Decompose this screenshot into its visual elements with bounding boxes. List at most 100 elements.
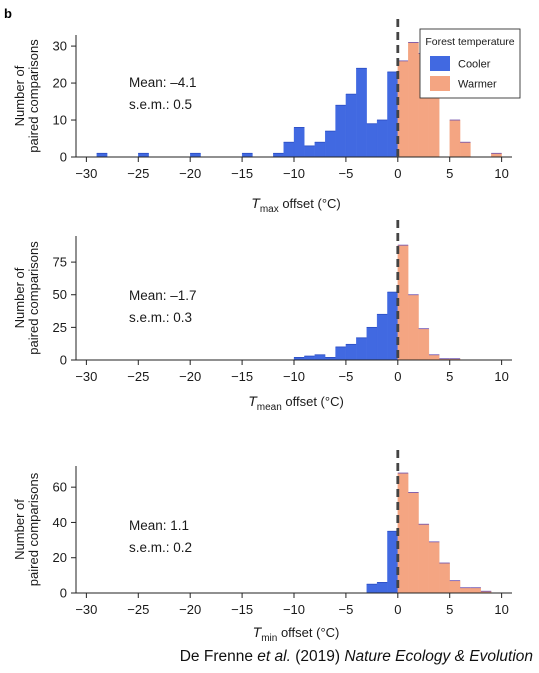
panels-group: 0 10 20 30 −30 −25 −20 −15 −10 −5 0 5 10 Mean: –4.1 s.… <box>12 19 512 644</box>
y-tick-label: 25 <box>53 320 67 335</box>
x-tick-label: 5 <box>446 166 453 181</box>
histogram-bar <box>428 541 440 594</box>
histogram-bar <box>96 153 108 158</box>
histogram-bar <box>335 105 347 158</box>
histogram-bar <box>449 119 461 158</box>
x-tick-label: −25 <box>127 166 149 181</box>
histogram-bar <box>459 142 471 158</box>
x-axis-label-symbol: T <box>248 393 258 409</box>
x-tick-label: −5 <box>338 166 353 181</box>
x-tick-label: −5 <box>338 369 353 384</box>
histogram-bar <box>408 294 419 361</box>
histogram-bar <box>376 314 388 361</box>
x-tick-label: −20 <box>179 166 201 181</box>
histogram-bar <box>408 492 419 594</box>
legend-label-cooler: Cooler <box>458 59 491 71</box>
histogram-bar <box>335 346 347 361</box>
histogram-bar <box>304 145 315 158</box>
credit-journal: Nature Ecology & Evolution <box>344 648 533 665</box>
x-tick-label: 10 <box>494 369 508 384</box>
x-tick-label: 10 <box>494 166 508 181</box>
histogram-bar <box>491 153 502 158</box>
x-tick-label: −10 <box>283 602 305 617</box>
x-tick-label: −30 <box>75 369 97 384</box>
legend-swatch-warmer <box>430 76 450 91</box>
histogram-bar <box>366 327 378 361</box>
histogram-bar <box>356 68 367 158</box>
x-tick-label: 10 <box>494 602 508 617</box>
x-axis-label: Tmean offset (°C) <box>248 393 344 413</box>
x-tick-label: −20 <box>179 369 201 384</box>
x-axis-label: Tmin offset (°C) <box>253 624 340 644</box>
histogram-bar <box>408 42 419 158</box>
y-tick-label: 75 <box>53 255 67 270</box>
y-axis-label-line1: Number of <box>12 267 27 328</box>
x-axis-label-suffix: offset (°C) <box>282 394 344 409</box>
x-tick-label: 0 <box>394 166 401 181</box>
chart-panel-min: 0 20 40 60 −30 −25 −20 −15 −10 −5 0 5 10 Mean: 1.1 s.e… <box>12 450 512 644</box>
stat-mean: Mean: –1.7 <box>129 288 197 303</box>
histogram-bar <box>376 119 388 158</box>
histogram-bar <box>314 142 326 158</box>
histogram-bar <box>418 328 430 361</box>
y-tick-label: 20 <box>53 76 67 91</box>
stat-sem: s.e.m.: 0.5 <box>129 97 192 112</box>
x-tick-label: −10 <box>283 369 305 384</box>
histogram-bar <box>283 142 295 158</box>
y-axis-label: Number ofpaired comparisons <box>12 241 41 355</box>
y-tick-label: 0 <box>60 353 67 368</box>
credit-year: (2019) <box>290 648 345 665</box>
histogram-bar <box>459 587 471 594</box>
histogram-bar <box>273 153 284 158</box>
histogram-bar <box>387 531 398 594</box>
x-axis-label-suffix: offset (°C) <box>279 196 341 211</box>
y-axis-label: Number ofpaired comparisons <box>12 472 41 586</box>
histogram-bar <box>345 94 357 158</box>
histogram-bar <box>397 244 409 361</box>
x-axis-label-subscript: mean <box>257 402 282 413</box>
x-tick-label: −5 <box>338 602 353 617</box>
stat-mean: Mean: –4.1 <box>129 75 197 90</box>
panel-label: b <box>4 6 12 21</box>
legend: Forest temperature Cooler Warmer <box>419 28 521 99</box>
y-axis-label: Number ofpaired comparisons <box>12 39 41 153</box>
chart-panel-max: 0 10 20 30 −30 −25 −20 −15 −10 −5 0 5 10 Mean: –4.1 s.… <box>12 19 512 215</box>
histogram-bar <box>397 60 409 158</box>
histogram-bar <box>397 472 409 594</box>
x-tick-label: −15 <box>231 166 253 181</box>
y-tick-label: 20 <box>53 550 67 565</box>
histogram-bar <box>366 584 378 594</box>
x-tick-label: −15 <box>231 602 253 617</box>
x-axis-label-symbol: T <box>253 624 263 640</box>
y-tick-label: 30 <box>53 39 67 54</box>
y-tick-label: 0 <box>60 586 67 601</box>
x-axis-label-subscript: min <box>261 633 277 644</box>
source-credit: De Frenne et al. (2019) Nature Ecology &… <box>0 648 533 666</box>
histogram-bar <box>376 582 388 594</box>
y-axis-label-line2: paired comparisons <box>26 472 41 586</box>
histogram-bar <box>324 130 336 158</box>
y-tick-label: 10 <box>53 113 67 128</box>
x-tick-label: −20 <box>179 602 201 617</box>
histogram-bar <box>345 344 357 361</box>
legend-swatch-cooler <box>430 56 450 71</box>
y-axis-label-line1: Number of <box>12 65 27 126</box>
legend-label-warmer: Warmer <box>458 79 497 91</box>
x-axis-label-symbol: T <box>251 195 261 211</box>
x-tick-label: −25 <box>127 602 149 617</box>
histogram-bar <box>304 355 315 361</box>
x-axis-label-subscript: max <box>260 204 279 215</box>
histogram-bar <box>314 354 326 361</box>
y-tick-label: 50 <box>53 287 67 302</box>
histogram-bar <box>241 153 253 158</box>
histogram-bar <box>387 71 398 158</box>
x-tick-label: −15 <box>231 369 253 384</box>
stat-sem: s.e.m.: 0.3 <box>129 310 192 325</box>
x-tick-label: −10 <box>283 166 305 181</box>
histogram-bar <box>428 354 440 361</box>
x-tick-label: 5 <box>446 602 453 617</box>
histogram-bar <box>366 123 378 158</box>
histogram-bar <box>470 587 482 594</box>
x-tick-label: −30 <box>75 166 97 181</box>
